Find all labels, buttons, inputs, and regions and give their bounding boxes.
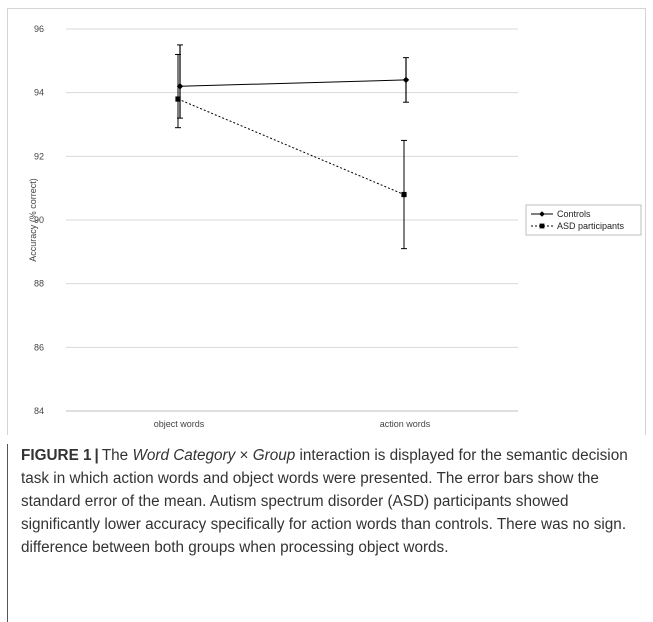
- caption-separator: |: [94, 447, 99, 464]
- legend-marker-1: [539, 223, 545, 229]
- y-tick-label-84: 84: [34, 406, 44, 416]
- legend: Controls ASD participants: [525, 204, 642, 236]
- series-0: [176, 44, 410, 119]
- caption-term-group: Group: [252, 447, 296, 464]
- y-axis-title: Accuracy (% correct): [28, 178, 38, 262]
- legend-marker-0: [539, 211, 545, 217]
- figure-caption: FIGURE 1 | The Word Category × Group inter…: [7, 444, 639, 622]
- y-tick-label-92: 92: [34, 151, 44, 161]
- x-tick-label-1: action words: [380, 419, 431, 429]
- caption-term-word-category: Word Category: [132, 447, 236, 464]
- series-1: [175, 53, 407, 250]
- data-point-0-1: [402, 76, 410, 84]
- y-tick-label-96: 96: [34, 24, 44, 34]
- legend-label-1: ASD participants: [557, 221, 625, 231]
- legend-box: [525, 204, 642, 236]
- caption-times: ×: [235, 447, 253, 464]
- y-tick-label-90: 90: [34, 215, 44, 225]
- caption-body: interaction is displayed for the semanti…: [21, 447, 628, 556]
- data-point-1-1: [401, 191, 407, 198]
- data-point-1-0: [175, 96, 181, 102]
- data-point-0-0: [176, 83, 184, 90]
- series-layer: [175, 44, 410, 250]
- y-tick-label-86: 86: [34, 342, 44, 352]
- y-tick-label-94: 94: [34, 88, 44, 98]
- figure-frame: 84 86 88 90 92 94 96 object words action words Ac…: [7, 8, 646, 435]
- y-tick-label-88: 88: [34, 279, 44, 289]
- series-line-1: [177, 98, 405, 195]
- gridlines: [66, 28, 518, 412]
- legend-label-0: Controls: [557, 209, 591, 219]
- line-chart: 84 86 88 90 92 94 96 object words action words Ac…: [28, 24, 642, 429]
- caption-label: FIGURE 1: [21, 447, 92, 464]
- series-line-0: [179, 79, 407, 87]
- x-tick-label-0: object words: [154, 419, 205, 429]
- caption-intro: The: [101, 447, 133, 464]
- y-axis: 84 86 88 90 92 94 96 object words action words Ac…: [28, 24, 518, 429]
